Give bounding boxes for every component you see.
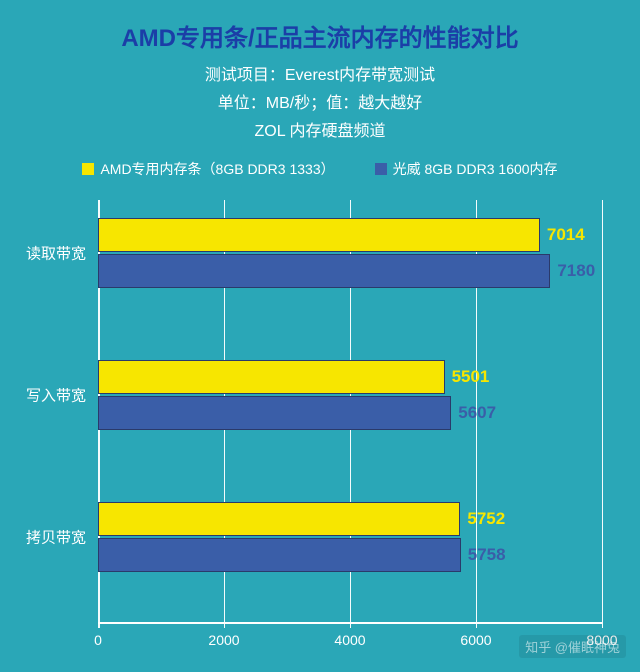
category-label: 拷贝带宽	[26, 527, 86, 548]
x-tick-label: 6000	[460, 632, 491, 648]
plot-area: 02000400060008000读取带宽70147180写入带宽5501560…	[98, 200, 602, 624]
chart-header: AMD专用条/正品主流内存的性能对比 测试项目：Everest内存带宽测试 单位…	[0, 0, 640, 179]
gridline	[602, 200, 603, 628]
chart-container: AMD专用条/正品主流内存的性能对比 测试项目：Everest内存带宽测试 单位…	[0, 0, 640, 672]
x-tick-label: 0	[94, 632, 102, 648]
legend-item-0: AMD专用内存条（8GB DDR3 1333）	[82, 159, 334, 179]
category-label: 读取带宽	[26, 243, 86, 264]
bar: 5752	[98, 502, 460, 536]
x-axis-line	[98, 622, 602, 624]
bar-value-label: 5758	[468, 545, 506, 565]
bar-value-label: 5752	[467, 509, 505, 529]
bar: 7014	[98, 218, 540, 252]
legend-swatch-1	[375, 163, 387, 175]
x-tick-label: 2000	[208, 632, 239, 648]
legend-item-1: 光威 8GB DDR3 1600内存	[375, 159, 558, 179]
chart-subtitle-test: 测试项目：Everest内存带宽测试	[0, 61, 640, 85]
legend-label-1: 光威 8GB DDR3 1600内存	[393, 159, 558, 179]
legend-swatch-0	[82, 163, 94, 175]
category-label: 写入带宽	[26, 385, 86, 406]
bar: 7180	[98, 254, 550, 288]
chart-subtitle-source: ZOL 内存硬盘频道	[0, 117, 640, 141]
bar-value-label: 5501	[452, 367, 490, 387]
x-tick-label: 4000	[334, 632, 365, 648]
bar: 5501	[98, 360, 445, 394]
watermark: 知乎 @催眠神兔	[519, 635, 626, 658]
bar: 5607	[98, 396, 451, 430]
bar-value-label: 7180	[557, 261, 595, 281]
bar: 5758	[98, 538, 461, 572]
chart-title: AMD专用条/正品主流内存的性能对比	[0, 18, 640, 53]
chart-subtitle-unit: 单位：MB/秒；值：越大越好	[0, 89, 640, 113]
chart-legend: AMD专用内存条（8GB DDR3 1333） 光威 8GB DDR3 1600内…	[0, 159, 640, 179]
bar-value-label: 7014	[547, 225, 585, 245]
legend-label-0: AMD专用内存条（8GB DDR3 1333）	[100, 159, 334, 179]
bar-value-label: 5607	[458, 403, 496, 423]
